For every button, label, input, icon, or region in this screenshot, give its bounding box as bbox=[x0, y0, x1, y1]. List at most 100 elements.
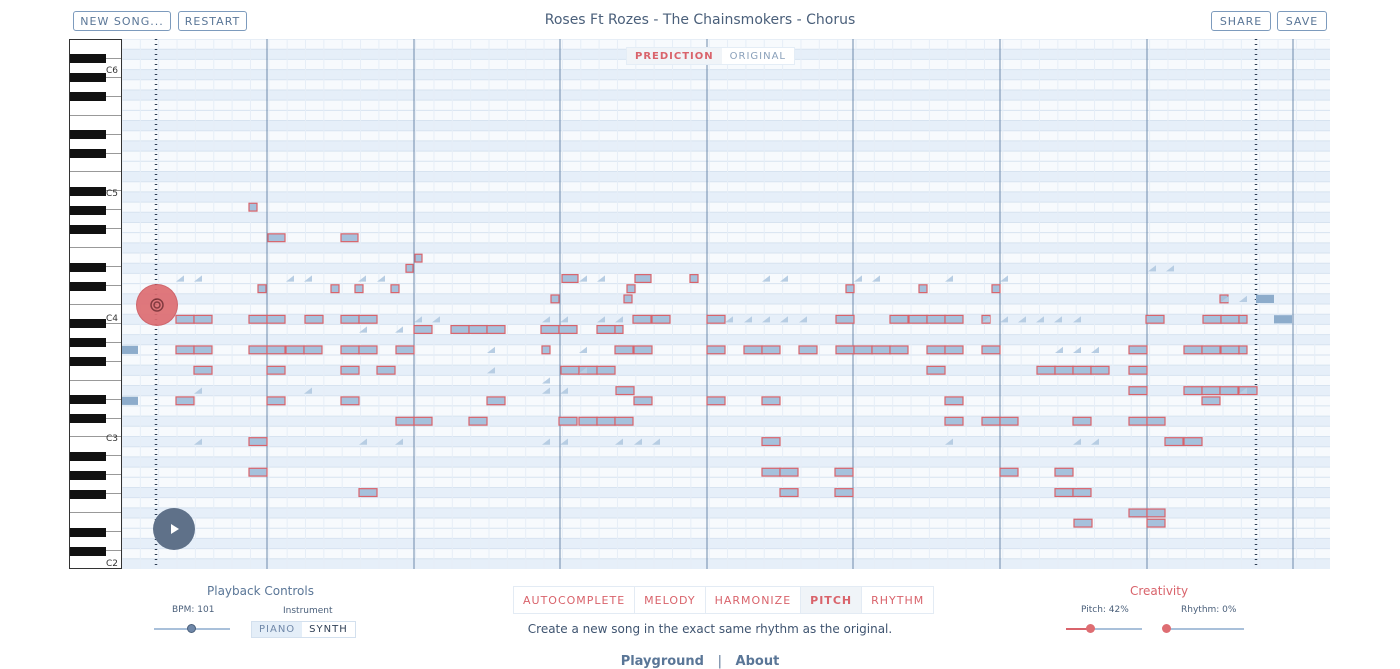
mode-pitch[interactable]: PITCH bbox=[801, 587, 863, 613]
rhythm-creativity-slider[interactable] bbox=[1166, 628, 1244, 630]
white-key[interactable] bbox=[70, 419, 121, 438]
note bbox=[1073, 518, 1093, 528]
black-key[interactable] bbox=[70, 489, 106, 499]
original-toggle[interactable]: ORIGINAL bbox=[729, 50, 786, 62]
white-key[interactable] bbox=[70, 229, 121, 249]
black-key[interactable] bbox=[70, 470, 106, 480]
note bbox=[248, 202, 258, 212]
grid-row bbox=[122, 456, 1330, 468]
note bbox=[175, 345, 195, 355]
note bbox=[944, 345, 964, 355]
ghost-note bbox=[1239, 295, 1247, 302]
bpm-slider-thumb[interactable] bbox=[187, 624, 197, 633]
play-button[interactable] bbox=[153, 508, 195, 550]
ghost-note bbox=[194, 387, 202, 394]
note bbox=[266, 314, 286, 324]
note bbox=[761, 437, 781, 447]
black-key[interactable] bbox=[70, 546, 106, 556]
grid-row bbox=[122, 314, 1330, 325]
prediction-toggle[interactable]: PREDICTION bbox=[627, 48, 722, 64]
creativity-title: Creativity bbox=[1130, 584, 1189, 598]
black-key[interactable] bbox=[70, 319, 106, 329]
black-key[interactable] bbox=[70, 527, 106, 537]
note bbox=[358, 488, 378, 498]
white-key[interactable] bbox=[70, 494, 121, 514]
note bbox=[558, 416, 578, 426]
black-key[interactable] bbox=[70, 414, 106, 424]
note bbox=[944, 314, 964, 324]
piano-roll-grid[interactable] bbox=[122, 39, 1330, 569]
black-key[interactable] bbox=[70, 149, 106, 159]
black-key[interactable] bbox=[70, 73, 106, 83]
note bbox=[248, 437, 268, 447]
white-key[interactable] bbox=[70, 362, 121, 381]
mode-autocomplete[interactable]: AUTOCOMPLETE bbox=[514, 587, 636, 613]
mode-melody[interactable]: MELODY bbox=[635, 587, 706, 613]
note bbox=[248, 467, 268, 477]
note bbox=[1128, 345, 1148, 355]
about-link[interactable]: About bbox=[735, 654, 780, 669]
black-key[interactable] bbox=[70, 205, 106, 215]
ghost-note bbox=[560, 438, 568, 445]
black-key[interactable] bbox=[70, 451, 106, 461]
view-toggle[interactable]: PREDICTION ORIGINAL bbox=[626, 47, 795, 65]
black-key[interactable] bbox=[70, 54, 106, 64]
rhythm-creativity-label: Rhythm: 0% bbox=[1181, 605, 1237, 615]
white-key[interactable] bbox=[70, 154, 121, 173]
grid-row bbox=[122, 273, 1330, 284]
ghost-note bbox=[579, 346, 587, 353]
new-song-button[interactable]: NEW SONG... bbox=[73, 11, 171, 31]
share-button[interactable]: SHARE bbox=[1211, 11, 1271, 31]
note bbox=[626, 284, 636, 294]
note bbox=[540, 324, 560, 334]
instrument-toggle[interactable]: PIANO SYNTH bbox=[251, 621, 356, 638]
grid-row bbox=[122, 202, 1330, 213]
grid-row bbox=[122, 39, 1330, 50]
piano-roll-canvas[interactable] bbox=[122, 39, 1330, 569]
note bbox=[358, 345, 378, 355]
pitch-creativity-slider[interactable] bbox=[1066, 628, 1142, 630]
white-key[interactable] bbox=[70, 286, 121, 305]
black-key[interactable] bbox=[70, 357, 106, 367]
record-button[interactable] bbox=[137, 285, 177, 325]
black-key[interactable] bbox=[70, 92, 106, 102]
white-key[interactable] bbox=[70, 97, 121, 116]
playground-link[interactable]: Playground bbox=[620, 654, 704, 669]
note bbox=[1219, 386, 1239, 396]
instrument-synth[interactable]: SYNTH bbox=[309, 624, 348, 635]
grid-row bbox=[122, 191, 1330, 203]
record-icon bbox=[150, 298, 164, 312]
ghost-note bbox=[542, 377, 550, 384]
black-key[interactable] bbox=[70, 262, 106, 272]
black-key[interactable] bbox=[70, 395, 106, 405]
grid-row bbox=[122, 222, 1330, 233]
grid-row bbox=[122, 446, 1330, 457]
note bbox=[926, 345, 946, 355]
grid-row bbox=[122, 212, 1330, 223]
octave-label: C5 bbox=[105, 189, 118, 199]
note bbox=[486, 324, 506, 334]
save-button[interactable]: SAVE bbox=[1277, 11, 1327, 31]
note bbox=[1220, 345, 1240, 355]
black-key[interactable] bbox=[70, 130, 106, 140]
restart-button[interactable]: RESTART bbox=[178, 11, 247, 31]
mode-harmonize[interactable]: HARMONIZE bbox=[706, 587, 802, 613]
note bbox=[414, 253, 423, 263]
black-key[interactable] bbox=[70, 186, 106, 196]
mode-rhythm[interactable]: RHYTHM bbox=[871, 593, 925, 607]
black-key[interactable] bbox=[70, 281, 106, 291]
grid-row bbox=[122, 120, 1330, 131]
note bbox=[1220, 314, 1240, 324]
black-key[interactable] bbox=[70, 338, 106, 348]
note bbox=[623, 294, 633, 304]
note bbox=[340, 365, 360, 375]
black-key[interactable] bbox=[70, 224, 106, 234]
note bbox=[193, 345, 213, 355]
piano-keyboard[interactable]: C6 C5 C4 C3 C2 bbox=[69, 39, 122, 569]
instrument-piano[interactable]: PIANO bbox=[252, 622, 303, 637]
rhythm-creativity-thumb[interactable] bbox=[1162, 624, 1171, 633]
pitch-creativity-thumb[interactable] bbox=[1085, 624, 1095, 633]
grid-row bbox=[122, 69, 1330, 80]
mode-selector[interactable]: AUTOCOMPLETE MELODY HARMONIZE PITCH RHYT… bbox=[513, 586, 935, 614]
ghost-note bbox=[945, 438, 953, 445]
